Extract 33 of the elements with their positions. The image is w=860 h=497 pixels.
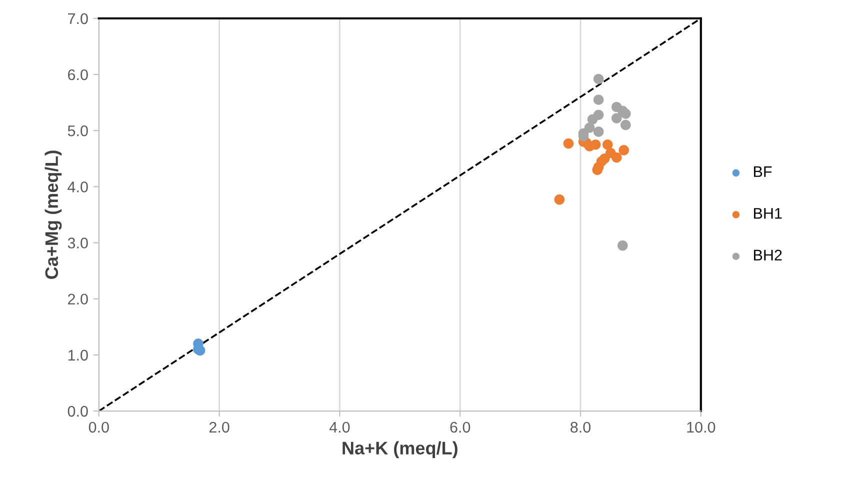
y-tick-label: 1.0 <box>68 350 88 361</box>
x-tick-label: 6.0 <box>450 422 470 433</box>
point <box>593 126 604 137</box>
x-tick-label: 4.0 <box>329 422 350 433</box>
point <box>563 138 574 149</box>
y-tick-label: 2.0 <box>68 294 88 305</box>
legend-label: BF <box>754 166 772 177</box>
y-tick-label: 3.0 <box>68 238 88 248</box>
legend-label: BH1 <box>754 208 782 219</box>
point <box>593 94 604 105</box>
y-tick-label: 0.0 <box>68 406 88 417</box>
legend-label: BH2 <box>754 250 782 260</box>
y-tick-label: 4.0 <box>68 182 88 192</box>
x-tick-label: 0.0 <box>88 422 109 433</box>
point <box>554 194 565 205</box>
point <box>618 145 629 156</box>
point <box>611 113 622 124</box>
point <box>620 120 631 130</box>
point <box>602 139 613 150</box>
x-tick-label: 8.0 <box>570 422 591 433</box>
y-tick-label: 6.0 <box>68 69 88 80</box>
point <box>620 108 631 119</box>
point <box>593 74 604 84</box>
point <box>590 139 601 150</box>
y-axis-title: Ca+Mg (meq/L) <box>44 150 62 279</box>
point <box>611 152 622 163</box>
x-axis-title: Na+K (meq/L) <box>342 441 458 458</box>
x-tick-label: 10.0 <box>687 422 716 433</box>
y-tick-label: 5.0 <box>68 125 88 136</box>
point <box>587 114 598 124</box>
x-tick-label: 2.0 <box>209 422 230 433</box>
point <box>617 240 628 251</box>
y-tick-label: 7.0 <box>68 13 88 24</box>
